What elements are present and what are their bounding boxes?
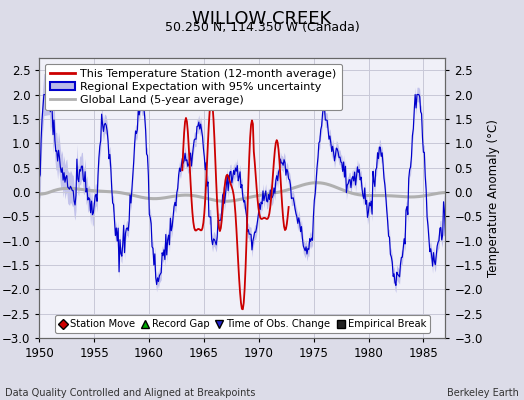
Text: Data Quality Controlled and Aligned at Breakpoints: Data Quality Controlled and Aligned at B… [5,388,256,398]
Y-axis label: Temperature Anomaly (°C): Temperature Anomaly (°C) [487,119,500,277]
Text: WILLOW CREEK: WILLOW CREEK [192,10,332,28]
Legend: Station Move, Record Gap, Time of Obs. Change, Empirical Break: Station Move, Record Gap, Time of Obs. C… [54,315,430,333]
Text: 50.250 N, 114.350 W (Canada): 50.250 N, 114.350 W (Canada) [165,21,359,34]
Text: Berkeley Earth: Berkeley Earth [447,388,519,398]
